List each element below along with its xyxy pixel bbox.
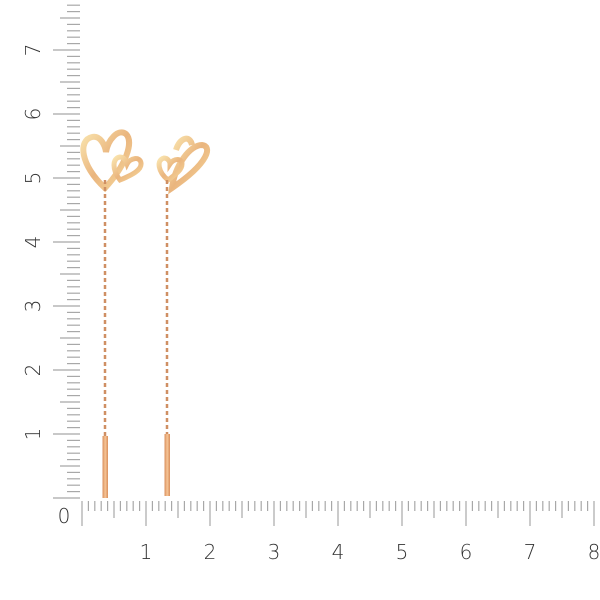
vertical-label: 1 [21,428,45,441]
horizontal-label: 6 [460,540,473,564]
horizontal-label: 7 [524,540,537,564]
vertical-label: 2 [21,364,45,377]
heart-large-left [80,129,132,193]
horizontal-label: 4 [332,540,345,564]
horizontal-label: 1 [140,540,153,564]
horizontal-label: 5 [396,540,409,564]
vertical-label: 4 [21,236,45,249]
earring-right [156,135,211,496]
bar-right [164,434,170,496]
vertical-label: 5 [21,172,45,185]
ruler-labels: 0 1 2 3 4 5 6 7 8 1 2 3 4 5 6 7 [21,44,600,564]
vertical-label: 7 [21,44,45,57]
vertical-label: 3 [21,300,45,313]
heart-small-right [156,155,185,184]
earring-left [80,129,144,498]
heart-small-left [111,154,144,184]
horizontal-label: 3 [268,540,281,564]
horizontal-label: 2 [204,540,217,564]
horizontal-label: 0 [58,504,71,528]
horizontal-label: 8 [588,540,600,564]
heart-large-right [168,135,211,195]
vertical-label: 6 [21,108,45,121]
ruler-ticks [53,4,595,526]
bar-left [102,436,108,498]
